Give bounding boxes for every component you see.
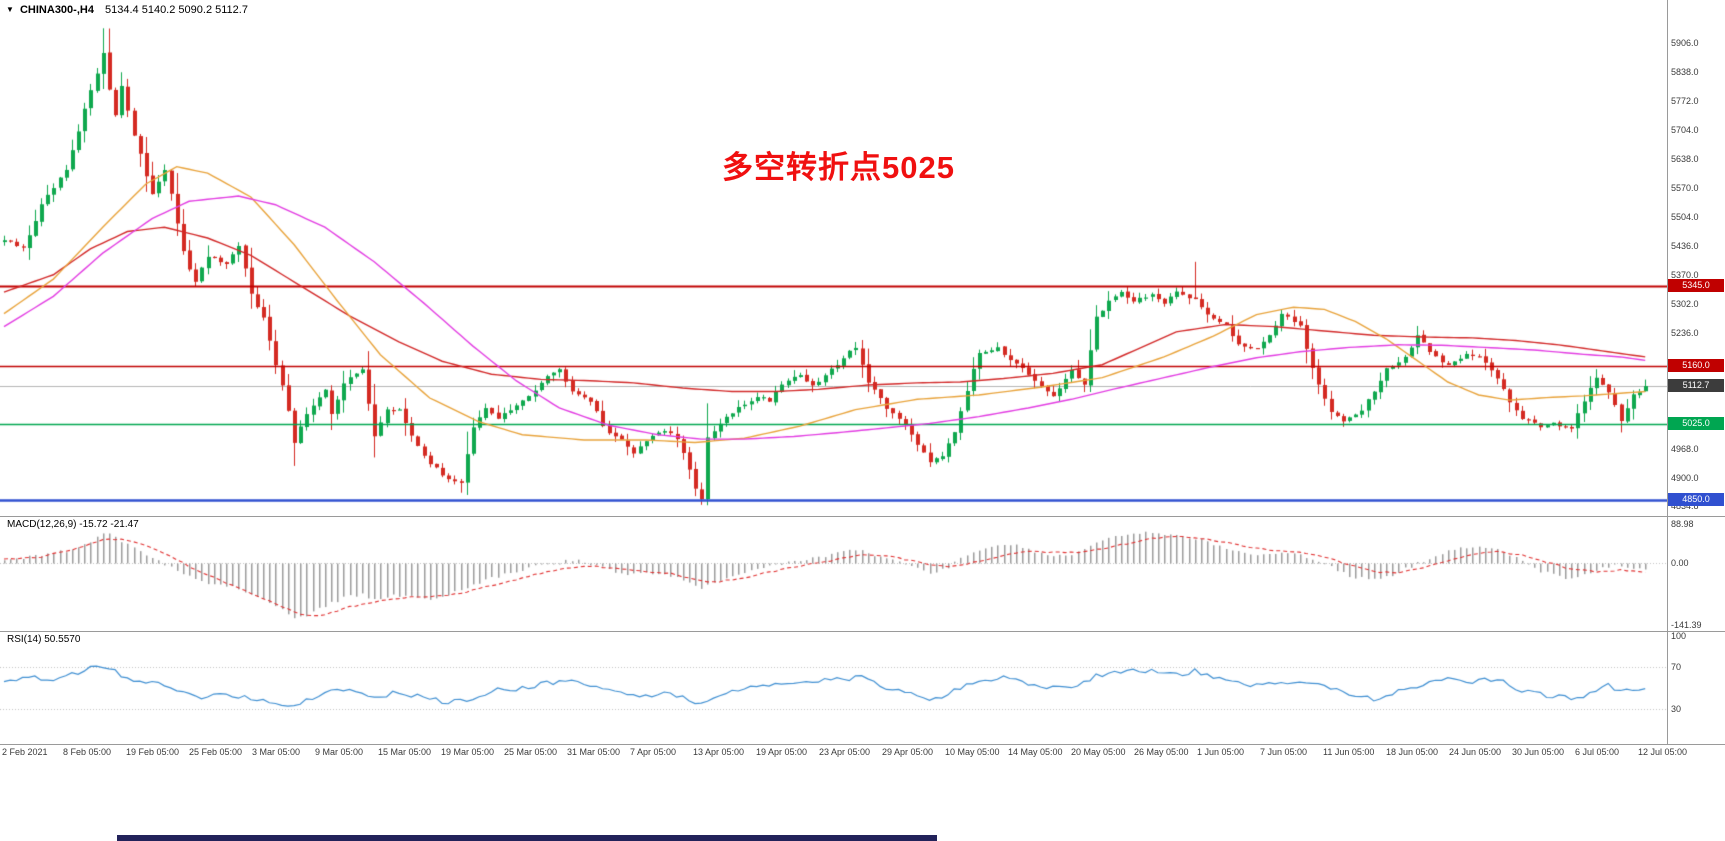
current-price-badge: 5112.7 xyxy=(1668,379,1724,393)
x-axis-label: 7 Apr 05:00 xyxy=(630,747,677,757)
y-axis-label: 5838.0 xyxy=(1671,67,1699,78)
time-axis-separator xyxy=(0,744,1725,745)
x-axis-label: 6 Jul 05:00 xyxy=(1575,747,1620,757)
symbol-timeframe-label: CHINA300-,H4 xyxy=(19,4,94,16)
x-axis-label: 19 Apr 05:00 xyxy=(756,747,808,757)
x-axis-label: 25 Mar 05:00 xyxy=(504,747,558,757)
x-axis-label: 23 Apr 05:00 xyxy=(819,747,871,757)
price-level-badge: 5160.0 xyxy=(1668,358,1724,372)
price-level-badge: 5025.0 xyxy=(1668,416,1724,430)
macd-pane-canvas[interactable] xyxy=(0,517,1667,630)
rsi-axis-label: 70 xyxy=(1671,662,1682,673)
x-axis-label: 2 Feb 2021 xyxy=(2,747,48,757)
y-axis-label: 5570.0 xyxy=(1671,183,1699,194)
y-axis-label: 4834.8 xyxy=(1671,501,1699,512)
y-axis-label: 4900.0 xyxy=(1671,473,1699,483)
rsi-indicator-label: RSI(14) 50.5570 xyxy=(7,634,81,645)
y-axis-label: 5906.0 xyxy=(1671,38,1699,48)
rsi-pane-canvas[interactable] xyxy=(0,632,1667,744)
y-axis-label: 5504.0 xyxy=(1671,211,1699,222)
price-chart-canvas[interactable] xyxy=(0,0,1667,516)
x-axis-label: 7 Jun 05:00 xyxy=(1260,747,1308,757)
y-axis-label: 5370.0 xyxy=(1671,269,1699,280)
x-axis-label: 13 Apr 05:00 xyxy=(693,747,745,757)
symbol-dropdown-icon[interactable]: ▼ xyxy=(6,5,14,14)
x-axis-label: 15 Mar 05:00 xyxy=(378,747,432,757)
x-axis-label: 14 May 05:00 xyxy=(1008,747,1063,757)
x-axis-label: 9 Mar 05:00 xyxy=(315,747,364,757)
x-axis-label: 11 Jun 05:00 xyxy=(1323,747,1375,757)
x-axis-label: 26 May 05:00 xyxy=(1134,747,1189,757)
x-axis-label: 31 Mar 05:00 xyxy=(567,747,621,757)
y-axis-label: 5236.0 xyxy=(1671,327,1699,338)
price-level-badge: 4850.0 xyxy=(1668,492,1724,506)
x-axis-label: 12 Jul 05:00 xyxy=(1638,747,1688,757)
ohlc-values: 5134.4 5140.2 5090.2 5112.7 xyxy=(105,4,248,16)
pane-separator-macd[interactable] xyxy=(0,516,1725,517)
price-axis-separator xyxy=(1667,0,1668,744)
x-axis-label: 30 Jun 05:00 xyxy=(1512,747,1565,757)
x-axis-label: 29 Apr 05:00 xyxy=(882,747,934,757)
y-axis-label: 5704.0 xyxy=(1671,125,1699,136)
x-axis-label: 1 Jun 05:00 xyxy=(1197,747,1245,757)
price-level-badge: 5345.0 xyxy=(1668,278,1724,292)
x-axis-label: 19 Feb 05:00 xyxy=(126,747,180,757)
rsi-axis-label: 100 xyxy=(1671,631,1687,641)
x-axis-label: 20 May 05:00 xyxy=(1071,747,1126,757)
x-axis-label: 19 Mar 05:00 xyxy=(441,747,495,757)
pane-separator-rsi[interactable] xyxy=(0,631,1725,632)
macd-axis-label: 88.98 xyxy=(1671,518,1694,529)
x-axis-label: 25 Feb 05:00 xyxy=(189,747,243,757)
y-axis-label: 5772.0 xyxy=(1671,95,1699,106)
macd-axis-label: -141.39 xyxy=(1671,620,1702,631)
macd-indicator-label: MACD(12,26,9) -15.72 -21.47 xyxy=(7,519,139,530)
x-axis-label: 24 Jun 05:00 xyxy=(1449,747,1502,757)
y-axis-label: 5436.0 xyxy=(1671,241,1699,252)
macd-axis-label: 0.00 xyxy=(1671,558,1689,568)
y-axis-label: 5638.0 xyxy=(1671,153,1699,164)
x-axis-label: 3 Mar 05:00 xyxy=(252,747,301,757)
chart-annotation-text: 多空转折点5025 xyxy=(722,150,955,185)
x-axis-label: 8 Feb 05:00 xyxy=(63,747,112,757)
chart-symbol-header: ▼ CHINA300-,H4 5134.4 5140.2 5090.2 5112… xyxy=(6,4,248,16)
horizontal-scrollbar[interactable] xyxy=(117,835,937,841)
y-axis-label: 4968.0 xyxy=(1671,443,1699,454)
x-axis-label: 18 Jun 05:00 xyxy=(1386,747,1439,757)
rsi-axis-label: 30 xyxy=(1671,703,1682,714)
x-axis-label: 10 May 05:00 xyxy=(945,747,1000,757)
y-axis-label: 5302.0 xyxy=(1671,299,1699,310)
